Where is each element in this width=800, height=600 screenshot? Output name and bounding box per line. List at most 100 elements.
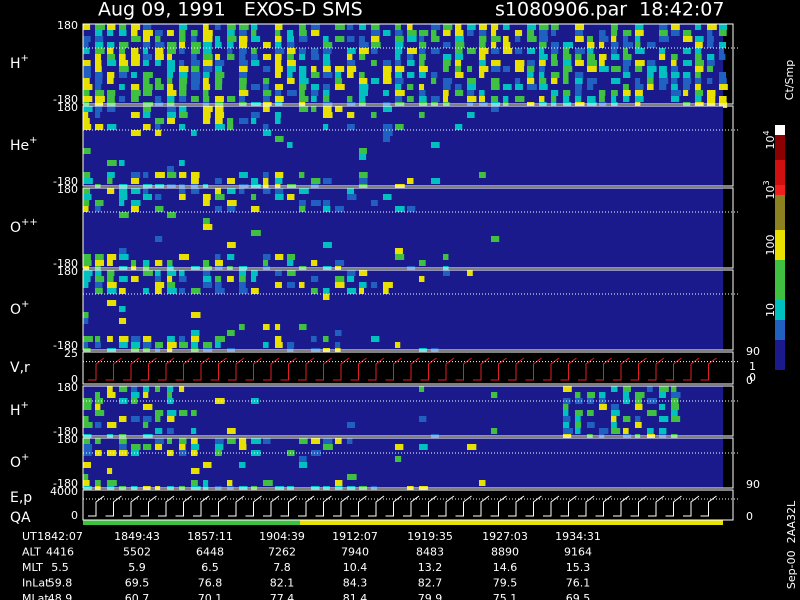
spectrogram-cell (323, 102, 333, 108)
spectrogram-cell (659, 428, 667, 434)
spectrogram-cell (155, 130, 162, 136)
spectrogram-cell (203, 60, 213, 66)
spectrogram-cell (431, 178, 441, 184)
spectrogram-cell (263, 438, 271, 444)
spectrogram-cell (275, 172, 284, 178)
spectrogram-cell (407, 36, 417, 42)
y-tick-label: -180 (53, 477, 78, 490)
spectrogram-cell (83, 276, 91, 282)
spectrogram-cell (407, 48, 417, 54)
spectrogram-cell (227, 330, 235, 336)
spectrogram-cell (647, 386, 653, 392)
spectrogram-cell (347, 24, 354, 30)
spectrogram-cell (611, 416, 617, 422)
spectrogram-cell (143, 416, 152, 422)
spectrogram-cell (371, 78, 380, 84)
spectrogram-cell (239, 172, 248, 178)
spectrogram-cell (707, 78, 713, 84)
panel-frame (82, 437, 734, 489)
spectrogram-cell (323, 36, 329, 42)
spectrogram-cell (431, 96, 440, 102)
spectrogram-cell (419, 276, 425, 282)
spectrogram-cell (131, 386, 138, 392)
file-label: s1080906.par 18:42:07 (495, 0, 724, 21)
spectrogram-cell (695, 60, 704, 66)
spectrogram-cell (575, 392, 581, 398)
spectrogram-cell (203, 480, 209, 486)
spectrogram-cell (215, 124, 225, 130)
spectrogram-cell (263, 54, 272, 60)
spectrogram-cell (299, 36, 308, 42)
spectrogram-cell (215, 72, 225, 78)
right-tick-label: 90 (746, 345, 760, 358)
spectrogram-cell (167, 54, 173, 60)
spectrogram-cell (215, 102, 224, 108)
spectrogram-cell (107, 106, 116, 112)
spectrogram-cell (179, 254, 189, 260)
spectrogram-cell (527, 102, 535, 108)
spectrogram-cell (203, 276, 212, 282)
spectrogram-cell (635, 48, 645, 54)
spectrogram-cell (191, 336, 200, 342)
spectrogram-cell (395, 96, 403, 102)
spectrogram-cell (83, 90, 90, 96)
spectrogram-cell (347, 438, 353, 444)
spectrogram-cell (407, 178, 414, 184)
spectrogram-cell (215, 398, 225, 404)
table-value: 48.9 (48, 592, 73, 600)
spectrogram-cell (359, 84, 369, 90)
panel-label: E,p (10, 490, 32, 506)
spectrogram-cell (563, 66, 573, 72)
spectrogram-cell (263, 184, 269, 190)
spectrogram-cell (179, 172, 187, 178)
spectrogram-cell (347, 422, 356, 428)
spectrogram-cell (671, 410, 678, 416)
spectrogram-cell (371, 42, 381, 48)
y-tick-label: 25 (64, 347, 78, 360)
spectrogram-cell (575, 78, 583, 84)
spectrogram-cell (323, 60, 331, 66)
panel-label: O+ (10, 299, 29, 318)
spectrogram-cell (659, 36, 669, 42)
spectrogram-cell (119, 42, 129, 48)
spectrogram-cell (215, 112, 225, 118)
spectrogram-cell (311, 438, 321, 444)
spectrogram-cell (155, 36, 161, 42)
spectrogram-cell (179, 288, 185, 294)
spectrogram-cell (347, 60, 356, 66)
spectrogram-cell (227, 36, 237, 42)
spectrogram-cell (131, 336, 141, 342)
spectrogram-cell (395, 78, 404, 84)
spectrogram-cell (83, 416, 89, 422)
spectrogram-cell (131, 84, 140, 90)
panel-name: O (10, 220, 21, 236)
spectrogram-cell (611, 36, 617, 42)
spectrogram-cell (575, 96, 582, 102)
spectrogram-cell (359, 172, 368, 178)
spectrogram-cell (659, 30, 668, 36)
spectrogram-cell (311, 96, 317, 102)
spectrogram-cell (251, 288, 259, 294)
spectrogram-cell (671, 416, 681, 422)
spectrogram-cell (503, 24, 510, 30)
spectrogram-cell (107, 480, 117, 486)
spectrogram-cell (419, 444, 428, 450)
spectrogram-cell (539, 84, 548, 90)
spectrogram-cell (707, 36, 714, 42)
spectrogram-cell (479, 42, 486, 48)
spectrogram-cell (119, 48, 126, 54)
spectrogram-cell (347, 486, 356, 492)
spectrogram-cell (515, 96, 525, 102)
spectrogram-cell (563, 54, 572, 60)
spectrogram-cell (587, 434, 593, 440)
spectrogram-cell (275, 282, 282, 288)
spectrogram-cell (215, 282, 222, 288)
spectrogram-cell (347, 72, 354, 78)
spectrogram-cell (359, 24, 366, 30)
spectrogram-cell (575, 422, 582, 428)
spectrogram-cell (311, 106, 317, 112)
spectrogram-cell (587, 48, 594, 54)
spectrogram-cell (635, 84, 644, 90)
spectrogram-cell (323, 54, 330, 60)
